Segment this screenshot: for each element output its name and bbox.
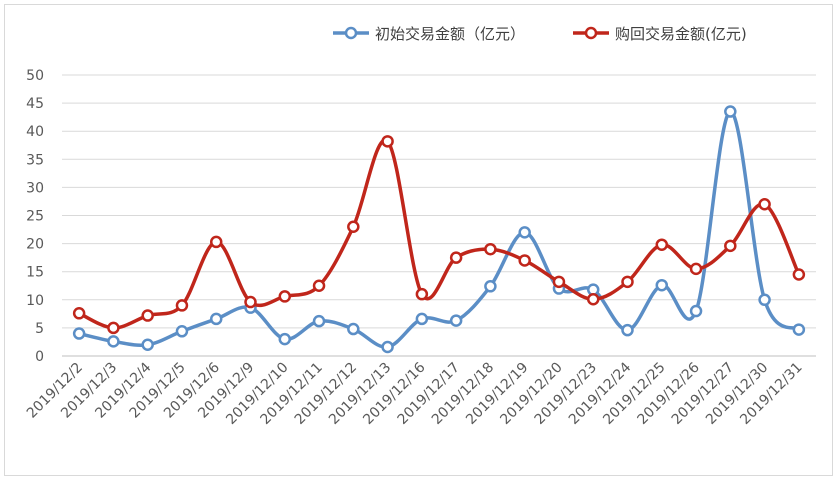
data-point <box>724 239 737 253</box>
gridlines <box>62 74 816 357</box>
data-point <box>175 299 189 312</box>
y-tick-label: 40 <box>26 124 44 140</box>
data-point <box>552 275 566 289</box>
y-tick-label: 20 <box>26 237 44 253</box>
chart-frame <box>4 4 833 476</box>
data-point <box>347 322 360 336</box>
legend-label: 购回交易金额(亿元) <box>615 25 747 43</box>
data-point <box>689 262 703 276</box>
y-tick-label: 25 <box>26 209 44 225</box>
y-tick-label: 5 <box>35 321 44 337</box>
data-point <box>141 309 154 322</box>
data-point <box>621 323 634 337</box>
data-point <box>209 235 223 249</box>
data-point <box>107 321 120 335</box>
data-point <box>415 312 429 326</box>
data-point <box>449 314 463 327</box>
data-point <box>689 304 703 318</box>
legend-item: 初始交易金额（亿元） <box>333 25 525 43</box>
data-point <box>758 293 771 307</box>
data-point <box>415 287 429 301</box>
data-point <box>72 327 86 340</box>
data-point <box>278 332 292 346</box>
y-tick-label: 15 <box>26 265 44 281</box>
series-1 <box>72 105 806 354</box>
data-point <box>449 251 463 264</box>
legend: 初始交易金额（亿元） 购回交易金额(亿元) <box>333 25 747 43</box>
data-point <box>621 275 634 289</box>
data-point <box>381 135 394 148</box>
legend-item: 购回交易金额(亿元) <box>573 25 747 43</box>
series-2 <box>72 135 806 335</box>
data-point <box>312 279 326 292</box>
data-point <box>655 238 669 251</box>
x-axis-ticks: 2019/12/22019/12/32019/12/42019/12/52019… <box>24 359 806 427</box>
data-point <box>244 295 257 309</box>
data-point <box>758 198 771 211</box>
data-point <box>141 338 154 352</box>
legend-swatch-marker <box>584 26 598 40</box>
data-point <box>724 105 737 118</box>
data-point <box>175 325 189 338</box>
y-tick-label: 35 <box>26 152 44 168</box>
data-point <box>484 242 497 256</box>
data-point <box>107 335 120 348</box>
data-point <box>347 220 360 233</box>
y-tick-label: 0 <box>35 349 44 365</box>
data-point <box>72 307 86 320</box>
data-point <box>484 280 497 293</box>
data-point <box>655 278 669 292</box>
data-point <box>312 314 326 328</box>
data-point <box>381 340 394 354</box>
data-point <box>278 290 292 303</box>
legend-swatch-marker <box>344 26 358 40</box>
data-point <box>518 226 531 239</box>
data-point <box>518 254 531 267</box>
y-tick-label: 30 <box>26 180 44 196</box>
data-point <box>792 268 806 281</box>
y-tick-label: 10 <box>26 293 44 309</box>
legend-label: 初始交易金额（亿元） <box>375 25 525 43</box>
y-axis-ticks: 0 5 10 15 20 25 30 35 40 45 50 <box>26 68 44 365</box>
data-point <box>586 292 600 306</box>
y-tick-label: 45 <box>26 96 44 112</box>
data-point <box>792 323 806 336</box>
series-lines <box>72 105 806 354</box>
data-point <box>209 312 223 326</box>
y-tick-label: 50 <box>26 68 44 84</box>
